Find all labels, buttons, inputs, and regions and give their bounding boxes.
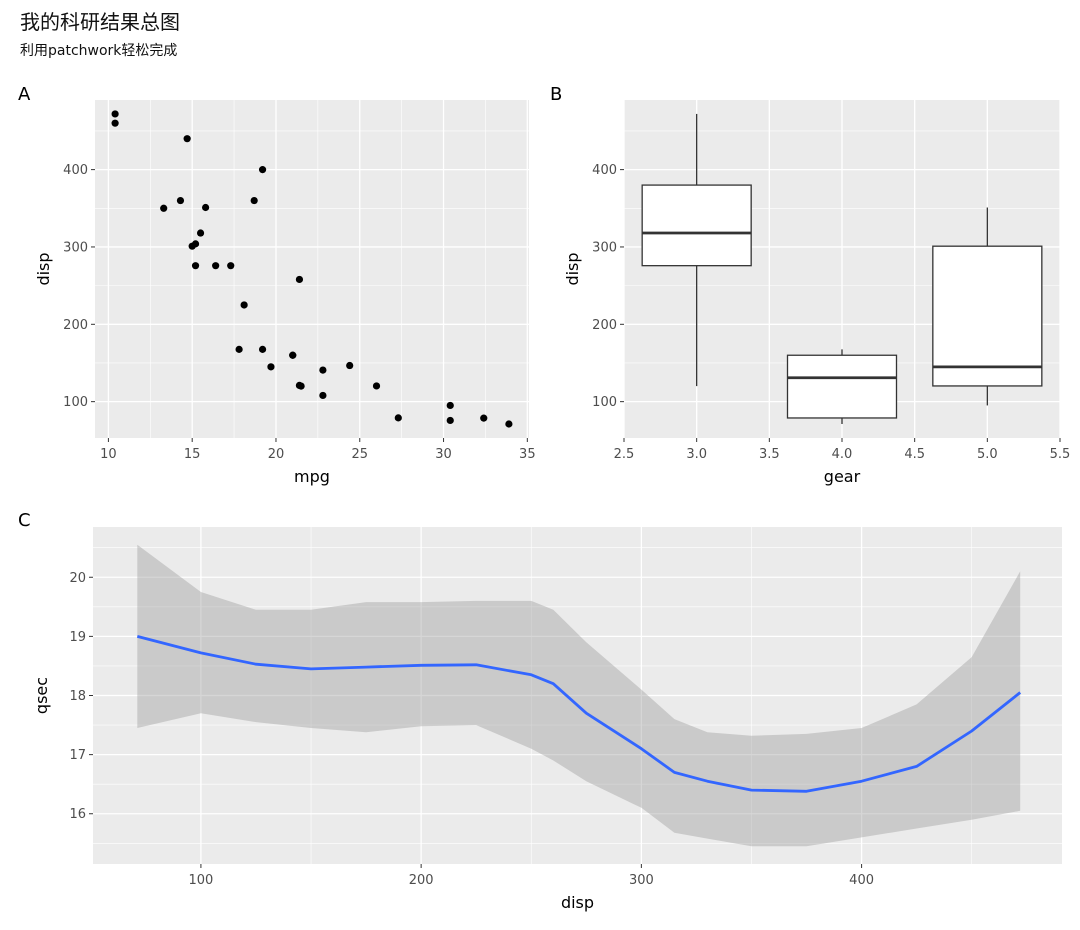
- scatter-point: [250, 196, 258, 205]
- x-tick-label: 35: [519, 447, 536, 462]
- box-gear-5: [932, 207, 1043, 406]
- scatter-point: [319, 391, 327, 400]
- y-tick-label: 400: [592, 163, 617, 178]
- x-tick-label: 4.5: [904, 447, 925, 462]
- box-gear-4: [786, 349, 898, 425]
- scatter-point: [240, 301, 248, 309]
- y-tick-label: 20: [69, 571, 86, 586]
- y-tick-label: 19: [69, 630, 86, 645]
- figure-subtitle: 利用patchwork轻松完成: [20, 43, 178, 59]
- scatter-point: [505, 420, 513, 428]
- x-tick-label: 4.0: [832, 447, 853, 462]
- scatter-point: [295, 381, 304, 390]
- y-tick-label: 200: [63, 318, 88, 333]
- y-tick-label: 200: [592, 318, 617, 333]
- scatter-point: [372, 382, 381, 390]
- box-body: [641, 184, 752, 267]
- y-axis-title: qsec: [32, 677, 51, 714]
- scatter-point: [346, 361, 354, 370]
- scatter-point: [111, 119, 119, 127]
- panel-tag: B: [550, 84, 562, 105]
- figure-title: 我的科研结果总图: [20, 10, 180, 34]
- box-gear-3: [641, 113, 752, 387]
- scatter-point: [258, 345, 267, 353]
- scatter-point: [267, 363, 275, 371]
- box-body: [786, 354, 898, 419]
- x-axis-title: disp: [561, 893, 594, 912]
- panel-a: A 10 15 20 25 30 35 100 200 300 400 mpg disp: [18, 84, 536, 486]
- panel-b: B 2.5 3.0 3.5 4.0 4.5 5.0 5.5 100 200 300 400 gear di…: [550, 84, 1070, 486]
- y-tick-label: 400: [63, 163, 88, 178]
- scatter-point: [183, 135, 191, 143]
- panel-c: C 100 200 300 400 16 17 18 19 20 disp qsec: [18, 510, 1062, 912]
- x-tick-label: 100: [188, 873, 213, 888]
- scatter-point: [111, 110, 119, 118]
- y-tick-label: 16: [69, 807, 86, 822]
- y-tick-label: 100: [592, 395, 617, 410]
- scatter-point: [176, 196, 185, 205]
- scatter-point: [480, 414, 488, 422]
- x-tick-label: 300: [629, 873, 654, 888]
- scatter-point: [289, 351, 297, 359]
- x-tick-label: 2.5: [614, 447, 635, 462]
- scatter-point: [446, 416, 454, 425]
- x-tick-label: 25: [351, 447, 368, 462]
- y-tick-label: 18: [69, 689, 86, 704]
- x-tick-label: 5.0: [977, 447, 998, 462]
- y-tick-label: 300: [63, 240, 88, 255]
- x-tick-label: 400: [849, 873, 874, 888]
- y-axis-title: disp: [563, 252, 582, 285]
- x-tick-label: 3.0: [686, 447, 707, 462]
- panel-tag: C: [18, 510, 31, 531]
- scatter-point: [319, 366, 327, 374]
- x-tick-label: 10: [100, 447, 117, 462]
- y-axis-title: disp: [34, 252, 53, 285]
- scatter-point: [191, 262, 200, 270]
- scatter-point: [258, 166, 267, 174]
- scatter-point: [227, 262, 235, 270]
- smooth-line: [136, 635, 1022, 793]
- box-body: [932, 245, 1043, 387]
- scatter-point: [295, 275, 304, 284]
- scatter-point: [196, 229, 205, 237]
- scatter-point: [188, 242, 196, 250]
- scatter-point: [394, 414, 402, 422]
- scatter-point: [446, 401, 454, 410]
- y-tick-label: 300: [592, 240, 617, 255]
- panel-tag: A: [18, 84, 31, 105]
- confidence-band: [137, 544, 1021, 847]
- x-axis-title: mpg: [294, 467, 330, 486]
- x-tick-label: 20: [268, 447, 285, 462]
- y-tick-label: 100: [63, 395, 88, 410]
- x-tick-label: 200: [409, 873, 434, 888]
- y-tick-label: 17: [69, 748, 86, 763]
- scatter-point: [201, 203, 210, 212]
- scatter-point: [160, 204, 168, 212]
- x-tick-label: 5.5: [1050, 447, 1071, 462]
- panel-background: [95, 100, 529, 438]
- scatter-point: [212, 262, 220, 270]
- x-tick-label: 15: [184, 447, 201, 462]
- x-tick-label: 30: [435, 447, 452, 462]
- x-axis-title: gear: [824, 467, 861, 486]
- scatter-point: [235, 345, 243, 353]
- x-tick-label: 3.5: [759, 447, 780, 462]
